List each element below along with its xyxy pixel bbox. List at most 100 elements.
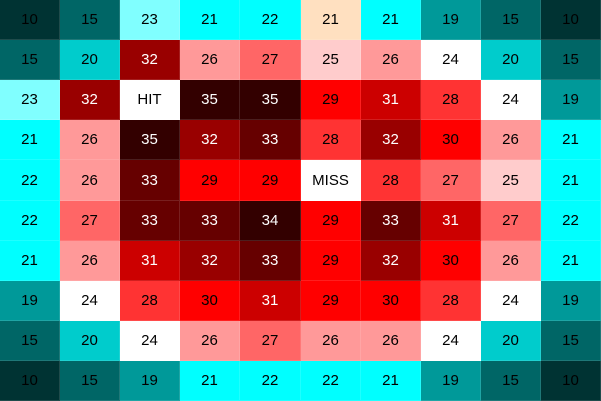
board-cell[interactable]: 19 [0,281,60,321]
board-cell[interactable]: 21 [301,0,361,40]
board-cell[interactable]: 29 [301,281,361,321]
board-cell[interactable]: 20 [60,40,120,80]
board-cell[interactable]: 26 [60,160,120,201]
board-cell[interactable]: 34 [240,201,301,241]
board-cell[interactable]: 20 [481,321,541,361]
board-cell[interactable]: 29 [240,160,301,201]
board-cell[interactable]: 22 [0,201,60,241]
board-cell[interactable]: 19 [541,80,601,120]
board-cell[interactable]: 26 [361,321,421,361]
board-cell[interactable]: 33 [240,120,301,160]
board-cell[interactable]: 21 [541,120,601,160]
board-cell[interactable]: 26 [301,321,361,361]
board-cell[interactable]: 21 [541,160,601,201]
board-cell[interactable]: 32 [180,241,240,281]
board-cell[interactable]: 29 [301,241,361,281]
board-cell[interactable]: 27 [240,40,301,80]
board-cell[interactable]: 23 [0,80,60,120]
board-cell[interactable]: 15 [60,361,120,401]
board-cell[interactable]: 35 [180,80,240,120]
board-cell[interactable]: 26 [481,120,541,160]
board-cell[interactable]: 33 [361,201,421,241]
board-cell[interactable]: 21 [180,361,240,401]
board-cell[interactable]: 22 [240,0,301,40]
board-cell[interactable]: 35 [240,80,301,120]
board-cell[interactable]: 19 [421,361,481,401]
board-cell[interactable]: 24 [481,80,541,120]
hit-cell[interactable]: HIT [120,80,180,120]
board-cell[interactable]: 26 [60,241,120,281]
board-cell[interactable]: 33 [240,241,301,281]
board-cell[interactable]: 29 [180,160,240,201]
board-cell[interactable]: 19 [421,0,481,40]
board-cell[interactable]: 22 [541,201,601,241]
board-cell[interactable]: 24 [421,40,481,80]
board-cell[interactable]: 28 [361,160,421,201]
board-cell[interactable]: 30 [421,241,481,281]
board-cell[interactable]: 27 [421,160,481,201]
board-cell[interactable]: 21 [541,241,601,281]
board-cell[interactable]: 21 [0,241,60,281]
board-cell[interactable]: 23 [120,0,180,40]
board-cell[interactable]: 15 [0,321,60,361]
miss-cell[interactable]: MISS [301,160,361,201]
board-cell[interactable]: 26 [60,120,120,160]
board-cell[interactable]: 15 [60,0,120,40]
board-cell[interactable]: 24 [60,281,120,321]
board-cell[interactable]: 24 [421,321,481,361]
board-cell[interactable]: 10 [0,0,60,40]
board-cell[interactable]: 24 [120,321,180,361]
board-cell[interactable]: 15 [541,40,601,80]
board-cell[interactable]: 26 [180,40,240,80]
board-cell[interactable]: 30 [421,120,481,160]
board-cell[interactable]: 15 [481,361,541,401]
board-cell[interactable]: 22 [240,361,301,401]
board-cell[interactable]: 22 [0,160,60,201]
board-cell[interactable]: 25 [301,40,361,80]
board-cell[interactable]: 29 [301,80,361,120]
board-cell[interactable]: 15 [541,321,601,361]
board-cell[interactable]: 28 [421,281,481,321]
board-cell[interactable]: 20 [481,40,541,80]
board-cell[interactable]: 31 [421,201,481,241]
board-cell[interactable]: 33 [180,201,240,241]
board-cell[interactable]: 29 [301,201,361,241]
board-cell[interactable]: 28 [421,80,481,120]
board-cell[interactable]: 26 [180,321,240,361]
board-cell[interactable]: 33 [120,201,180,241]
board-cell[interactable]: 24 [481,281,541,321]
board-cell[interactable]: 30 [180,281,240,321]
board-cell[interactable]: 21 [361,361,421,401]
board-cell[interactable]: 28 [120,281,180,321]
board-cell[interactable]: 32 [60,80,120,120]
board-cell[interactable]: 27 [481,201,541,241]
board-cell[interactable]: 30 [361,281,421,321]
board-cell[interactable]: 15 [481,0,541,40]
board-cell[interactable]: 33 [120,160,180,201]
board-cell[interactable]: 10 [0,361,60,401]
board-cell[interactable]: 31 [240,281,301,321]
board-cell[interactable]: 26 [481,241,541,281]
board-cell[interactable]: 32 [180,120,240,160]
board-cell[interactable]: 25 [481,160,541,201]
board-cell[interactable]: 28 [301,120,361,160]
board-cell[interactable]: 21 [0,120,60,160]
board-cell[interactable]: 20 [60,321,120,361]
board-cell[interactable]: 10 [541,361,601,401]
board-cell[interactable]: 22 [301,361,361,401]
board-cell[interactable]: 19 [541,281,601,321]
board-cell[interactable]: 26 [361,40,421,80]
board-cell[interactable]: 21 [361,0,421,40]
board-cell[interactable]: 32 [361,120,421,160]
board-cell[interactable]: 31 [361,80,421,120]
board-cell[interactable]: 15 [0,40,60,80]
board-cell[interactable]: 19 [120,361,180,401]
board-cell[interactable]: 32 [120,40,180,80]
board-cell[interactable]: 27 [60,201,120,241]
board-cell[interactable]: 32 [361,241,421,281]
board-cell[interactable]: 21 [180,0,240,40]
board-cell[interactable]: 10 [541,0,601,40]
board-cell[interactable]: 31 [120,241,180,281]
board-cell[interactable]: 35 [120,120,180,160]
board-cell[interactable]: 27 [240,321,301,361]
